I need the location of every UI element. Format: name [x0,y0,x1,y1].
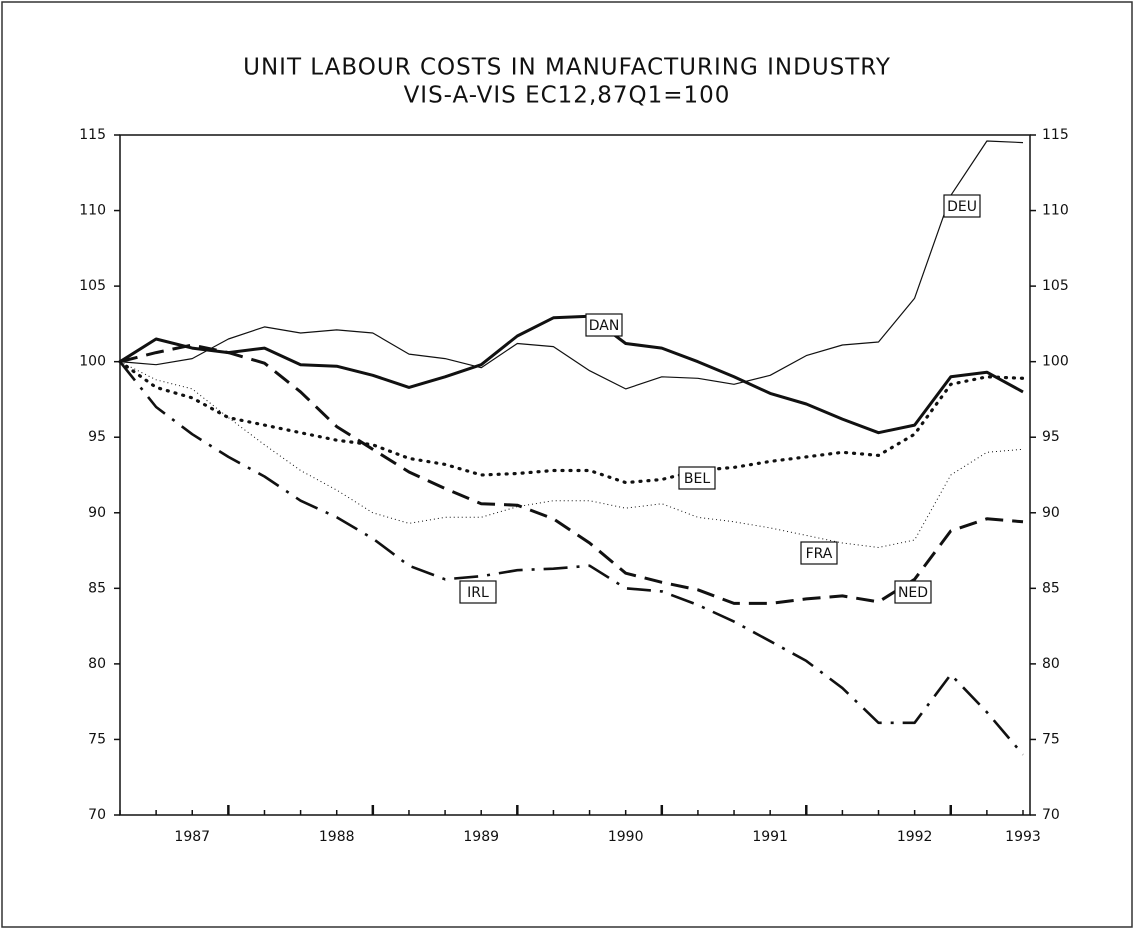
y-tick-label: 75 [88,731,106,747]
series-label-box [459,580,497,604]
series-line [118,360,1025,485]
y-tick-label: 110 [79,203,106,219]
y2-tick-label: 115 [1042,127,1069,143]
y2-tick-label: 110 [1042,203,1069,219]
x-tick-label: 1987 [174,829,210,845]
series-label-box [943,194,981,218]
y-tick-label: 95 [88,429,106,445]
x-tick-label: 1990 [608,829,644,845]
x-tick-label: 1991 [752,829,788,845]
series-line [118,360,1024,756]
y-tick-label: 70 [88,807,106,823]
series-line [119,314,1024,435]
series-label-box [585,313,623,337]
y2-tick-label: 80 [1042,656,1060,672]
y-tick-label: 105 [79,278,106,294]
series-label-box [678,466,716,490]
series-label-box [894,580,932,604]
series-label-box [800,541,838,565]
series-line [119,343,1024,605]
y-tick-label: 100 [79,354,106,370]
y2-tick-label: 85 [1042,580,1060,596]
series-label: FRA [806,546,833,562]
y2-tick-label: 70 [1042,807,1060,823]
y-tick-label: 115 [79,127,106,143]
x-tick-label: 1993 [1005,829,1041,845]
y-tick-label: 85 [88,580,106,596]
chart-title: UNIT LABOUR COSTS IN MANUFACTURING INDUS… [243,55,891,81]
y-tick-label: 90 [88,505,106,521]
y2-tick-label: 105 [1042,278,1069,294]
series-line [119,140,1024,390]
series-label: DEU [947,199,977,215]
plot-area [119,134,1031,816]
x-tick-label: 1989 [463,829,499,845]
series-label: IRL [467,585,489,601]
x-tick-label: 1988 [319,829,355,845]
x-tick-label: 1992 [897,829,933,845]
chart-subtitle: VIS-A-VIS EC12,87Q1=100 [404,83,731,109]
y2-tick-label: 90 [1042,505,1060,521]
series-label: NED [898,585,928,601]
series-line [119,361,1024,548]
series-label: DAN [589,318,620,334]
y2-tick-label: 95 [1042,429,1060,445]
y2-tick-label: 100 [1042,354,1069,370]
y2-tick-label: 75 [1042,731,1060,747]
series-label: BEL [684,471,710,487]
y-tick-label: 80 [88,656,106,672]
